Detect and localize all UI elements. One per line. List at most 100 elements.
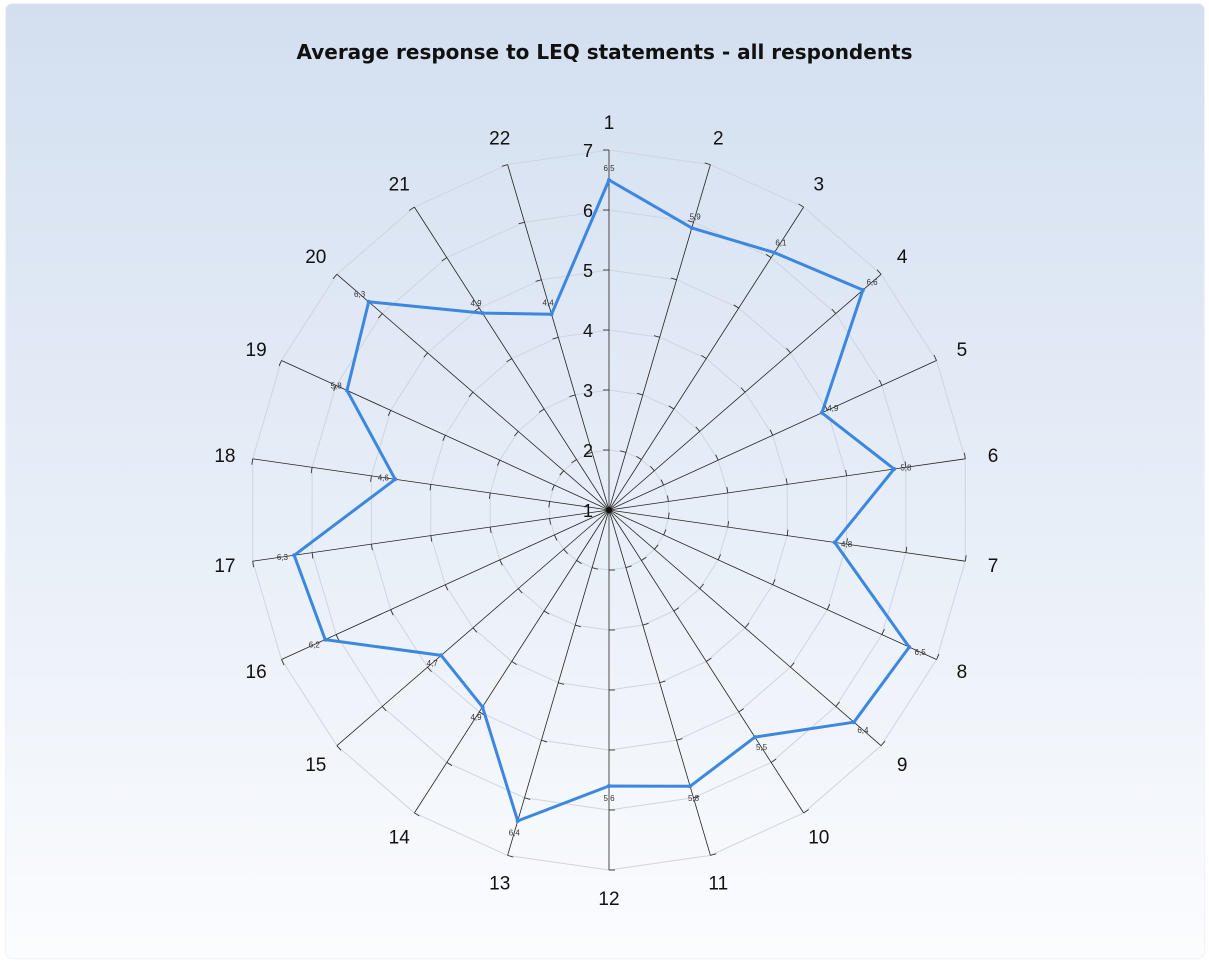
spoke-tick (558, 682, 565, 685)
category-label: 20 (305, 247, 326, 268)
spoke-tick (667, 495, 669, 502)
spoke-tick (336, 745, 342, 751)
data-label: 4,9 (470, 713, 482, 722)
spoke-tick (653, 335, 660, 338)
spoke-tick (636, 455, 642, 460)
data-point (480, 704, 485, 709)
spoke-tick (370, 475, 372, 482)
spoke-tick (430, 535, 433, 542)
category-label: 9 (897, 755, 908, 776)
data-label: 4,6 (378, 474, 390, 483)
category-label: 5 (957, 340, 968, 361)
data-label: 4,4 (543, 299, 555, 308)
spoke-tick (744, 623, 750, 629)
spoke-tick (625, 565, 632, 568)
spoke-tick (826, 604, 831, 610)
data-point (366, 299, 371, 304)
spoke-tick (310, 467, 313, 474)
data-point (480, 311, 485, 316)
radial-tick-label: 7 (583, 141, 593, 161)
spoke-tick (548, 501, 550, 508)
radial-tick-label: 2 (583, 441, 593, 461)
spoke-tick (507, 855, 514, 858)
spoke-tick (636, 392, 643, 396)
spoke-tick (619, 450, 627, 453)
category-label: 13 (489, 873, 510, 894)
data-label: 5,8 (900, 463, 912, 472)
spoke-tick (693, 795, 700, 799)
spoke-tick (251, 458, 254, 465)
spoke-tick (668, 512, 670, 519)
category-label: 14 (389, 827, 411, 848)
data-point (860, 288, 865, 292)
data-label: 6,5 (915, 648, 927, 657)
spoke-tick (252, 561, 254, 568)
spoke-tick (710, 853, 717, 856)
spoke-tick (663, 529, 667, 536)
data-point (607, 178, 611, 182)
spoke-tick (704, 162, 711, 165)
category-label: 6 (988, 446, 999, 467)
data-point (892, 467, 897, 471)
spoke-tick (517, 588, 523, 594)
spoke-tick (769, 429, 774, 436)
spoke-tick (964, 555, 967, 562)
category-label: 8 (957, 662, 968, 683)
spoke-tick (332, 274, 338, 280)
spoke-tick (423, 352, 428, 358)
spoke-tick (786, 348, 791, 354)
spoke-tick (552, 336, 559, 340)
data-point (323, 637, 328, 642)
spoke-tick (845, 469, 847, 476)
spoke-tick (726, 486, 729, 493)
series-line (292, 178, 911, 823)
spoke-tick (551, 484, 555, 491)
spoke-tick (715, 454, 719, 461)
spoke-tick (785, 478, 788, 485)
spoke-tick (738, 708, 745, 713)
spoke-tick (387, 410, 392, 416)
spoke-tick (575, 624, 582, 628)
spoke-tick (311, 552, 314, 559)
data-label: 4,9 (827, 404, 839, 413)
spoke-tick (835, 701, 841, 707)
data-label: 5,9 (690, 212, 702, 221)
spoke-tick (473, 307, 480, 312)
data-label: 5,8 (688, 794, 700, 803)
spoke-tick (442, 435, 446, 441)
spoke-tick (670, 277, 677, 281)
data-point (689, 225, 694, 230)
spoke-tick (506, 358, 512, 363)
spoke-tick (831, 308, 837, 314)
data-label: 6,2 (309, 641, 321, 650)
spoke-tick (554, 534, 558, 541)
spoke-tick (717, 554, 721, 560)
spoke-tick (699, 583, 704, 589)
data-label: 6,1 (775, 239, 787, 248)
data-label: 6,3 (277, 553, 289, 562)
spoke-tick (446, 762, 453, 766)
spoke-tick (879, 379, 883, 386)
spoke-tick (964, 452, 966, 459)
category-label: 3 (814, 175, 825, 196)
spoke-tick (586, 452, 593, 455)
radial-tick-label: 4 (583, 321, 593, 341)
spoke-tick (650, 465, 655, 471)
spoke-tick (936, 653, 940, 660)
data-point (292, 553, 297, 558)
spoke-tick (904, 461, 907, 468)
data-point (832, 540, 837, 545)
spoke-tick (390, 609, 394, 616)
category-label: 12 (598, 889, 619, 910)
spoke-tick (905, 546, 908, 553)
category-label: 19 (246, 340, 267, 361)
spoke-tick (727, 521, 729, 528)
spoke-tick (535, 279, 542, 282)
spoke-tick (803, 809, 809, 814)
data-point (819, 410, 824, 415)
spoke-tick (429, 484, 432, 491)
category-label: 22 (489, 129, 510, 150)
spoke-tick (933, 354, 937, 361)
spoke-line (608, 509, 804, 814)
category-label: 18 (214, 446, 235, 467)
